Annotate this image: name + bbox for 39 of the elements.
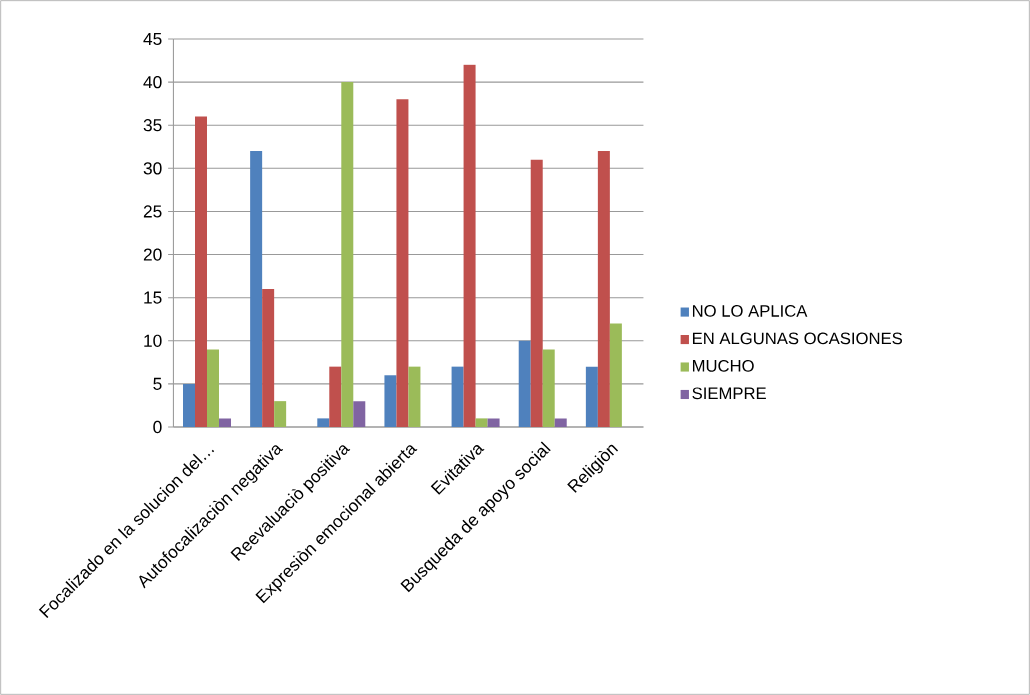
bar <box>487 418 500 427</box>
bar <box>609 323 622 427</box>
bar <box>518 340 531 427</box>
y-tick-label: 5 <box>153 377 162 390</box>
bar <box>542 349 555 427</box>
y-tick-label: 40 <box>143 75 162 89</box>
bar <box>585 366 598 427</box>
bar <box>262 289 275 427</box>
bar <box>396 99 409 427</box>
bar <box>274 401 287 427</box>
y-tick-label: 25 <box>143 205 162 218</box>
bar <box>530 159 543 427</box>
legend-label: SIEMPRE <box>692 387 766 400</box>
bar <box>317 418 330 427</box>
bar <box>329 366 342 427</box>
y-tick-label: 20 <box>143 248 162 261</box>
bar <box>463 64 476 427</box>
y-tick-label: 30 <box>143 162 162 175</box>
y-tick-label: 10 <box>144 334 162 347</box>
bar <box>250 151 263 427</box>
bar <box>475 418 488 427</box>
bar <box>195 116 207 427</box>
bar <box>554 418 567 427</box>
bar <box>408 366 421 427</box>
bar <box>183 383 195 427</box>
bar <box>597 151 610 427</box>
bar <box>353 401 366 427</box>
y-tick-label: 0 <box>153 420 162 434</box>
bar <box>384 375 397 427</box>
legend-label: MUCHO <box>692 359 754 372</box>
y-tick-label: 45 <box>143 32 162 46</box>
legend-label: EN ALGUNAS OCASIONES <box>692 332 903 345</box>
y-tick-label: 15 <box>144 291 162 304</box>
bar <box>207 349 219 427</box>
legend-label: NO LO APLICA <box>692 305 808 317</box>
bar <box>219 418 231 427</box>
y-tick-label: 35 <box>143 119 162 132</box>
bar <box>341 82 354 427</box>
bar <box>451 366 464 427</box>
